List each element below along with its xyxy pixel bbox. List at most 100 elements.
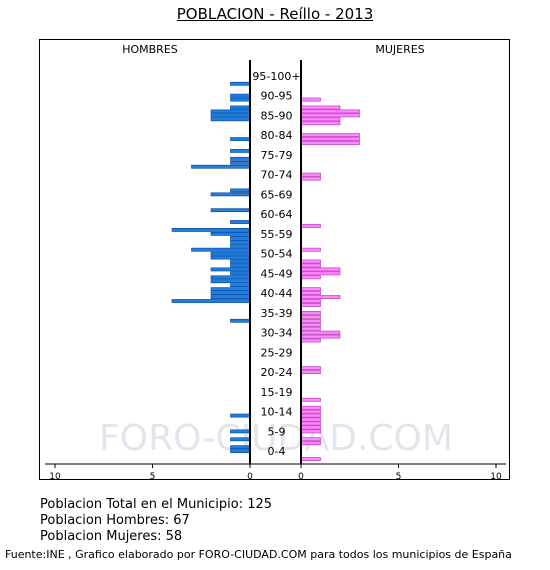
women-bar [300,303,321,307]
chart-frame: FORO-CIUDAD.COM HOMBRES MUJERES 0-4 5-9 10-14… [39,39,510,481]
women-bar [300,275,321,280]
women-bar [300,224,321,228]
women-bar [300,457,321,461]
women-bar [300,113,360,118]
men-bar [210,208,251,213]
women-bar [300,295,341,299]
women-bar [300,299,321,303]
women-population: Poblacion Mujeres: 58 [40,529,183,544]
age-group-label: 45-49 [261,267,293,280]
women-bar [300,176,321,181]
men-bar [210,255,251,260]
age-group-label: 35-39 [261,307,293,320]
age-group-label: 80-84 [261,129,293,142]
age-group-label: 25-29 [261,346,293,359]
women-bar [300,441,321,446]
women-bar [300,267,341,272]
x-tick-label: 5 [150,472,156,481]
women-bar [300,133,360,138]
women-bar [300,137,360,141]
age-group-label: 75-79 [261,149,293,162]
women-bar [300,310,321,315]
watermark-text: FORO-CIUDAD.COM [99,418,453,459]
total-population: Poblacion Total en el Municipio: 125 [40,497,273,512]
men-bar [230,259,251,264]
age-group-label: 15-19 [261,386,293,399]
men-bar [210,279,251,284]
women-bar [300,271,341,276]
men-bar [210,251,251,256]
age-group-label: 90-95 [261,90,293,103]
age-group-label: 0-4 [268,445,286,458]
x-tick-label: 10 [490,472,502,481]
men-bar [230,156,251,161]
men-bar [230,188,251,193]
age-group-label: 50-54 [261,248,293,261]
men-bar [210,287,251,292]
men-bar [230,105,251,110]
men-bar [230,137,251,141]
women-bar [300,109,360,114]
women-bar [300,314,321,319]
age-group-label: 20-24 [261,366,293,379]
women-bar [300,322,321,327]
men-bar [230,449,251,453]
age-group-label: 65-69 [261,188,293,201]
men-bar [210,275,251,280]
men-bar [171,228,251,232]
men-bar [230,318,251,323]
men-bar [191,164,251,169]
men-bar [230,413,251,418]
women-bar [300,405,321,410]
women-bar [300,141,360,145]
men-bar [210,192,251,197]
women-bar [300,287,321,292]
women-bar [300,437,321,442]
age-group-label: 40-44 [261,287,293,300]
men-bar [230,93,251,98]
women-bar [300,318,321,323]
men-bar [230,239,251,244]
age-group-label: 95-100+ [252,70,300,83]
women-bar [300,263,321,268]
men-bar [191,247,251,252]
women-bar [300,429,321,434]
women-bar [300,409,321,414]
women-bar [300,334,341,339]
men-bar [230,263,251,268]
age-group-label: 30-34 [261,327,293,340]
age-group-label: 85-90 [261,109,293,122]
age-group-label: 5-9 [268,425,286,438]
men-bar [210,113,251,118]
x-tick-label: 5 [396,472,402,481]
men-bar [210,117,251,122]
men-population: Poblacion Hombres: 67 [40,513,190,528]
men-bar [230,283,251,288]
women-bar [300,247,321,252]
women-bar [300,105,341,110]
women-header: MUJERES [375,43,424,56]
population-pyramid: FORO-CIUDAD.COM HOMBRES MUJERES 0-4 5-9 10-14… [45,43,506,481]
men-bar [230,149,251,153]
women-bar [300,417,321,422]
men-bar [210,232,251,236]
age-group-label: 70-74 [261,169,293,182]
women-bar [300,259,321,264]
men-bar [230,243,251,248]
men-bar [210,295,251,299]
men-bar [230,271,251,276]
men-bar [171,299,251,303]
source-note: Fuente:INE , Grafico elaborado por FORO-… [5,548,512,561]
women-bar [300,397,321,402]
x-tick-label: 0 [298,472,304,481]
men-bar [230,445,251,450]
men-bar [230,220,251,224]
men-bar [230,81,251,86]
men-bar [230,160,251,165]
men-bar [210,109,251,114]
women-bar [300,421,321,426]
x-tick-label: 10 [49,472,61,481]
women-bar [300,413,321,418]
women-bar [300,330,341,335]
age-group-label: 55-59 [261,228,293,241]
